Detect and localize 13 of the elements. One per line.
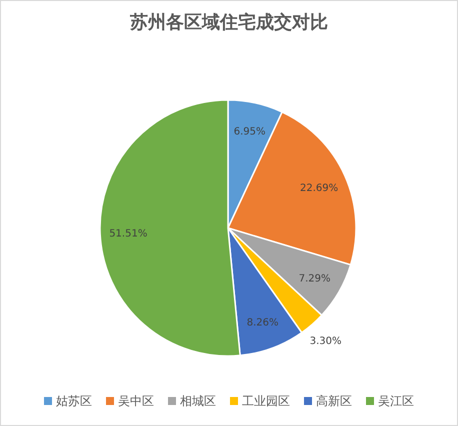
data-label: 6.95% — [234, 126, 266, 138]
legend-label: 姑苏区 — [56, 394, 92, 408]
legend-label: 高新区 — [316, 394, 352, 408]
data-label: 51.51% — [109, 228, 148, 240]
chart-title: 苏州各区域住宅成交对比 — [129, 12, 328, 33]
legend-label: 吴中区 — [118, 394, 154, 408]
data-label: 22.69% — [300, 183, 338, 194]
legend-label: 相城区 — [180, 394, 216, 408]
data-label: 8.26% — [246, 318, 279, 329]
legend-label: 吴江区 — [378, 394, 414, 408]
data-label: 7.29% — [298, 274, 331, 285]
data-label: 3.30% — [310, 336, 342, 347]
legend-label: 工业园区 — [242, 394, 290, 408]
